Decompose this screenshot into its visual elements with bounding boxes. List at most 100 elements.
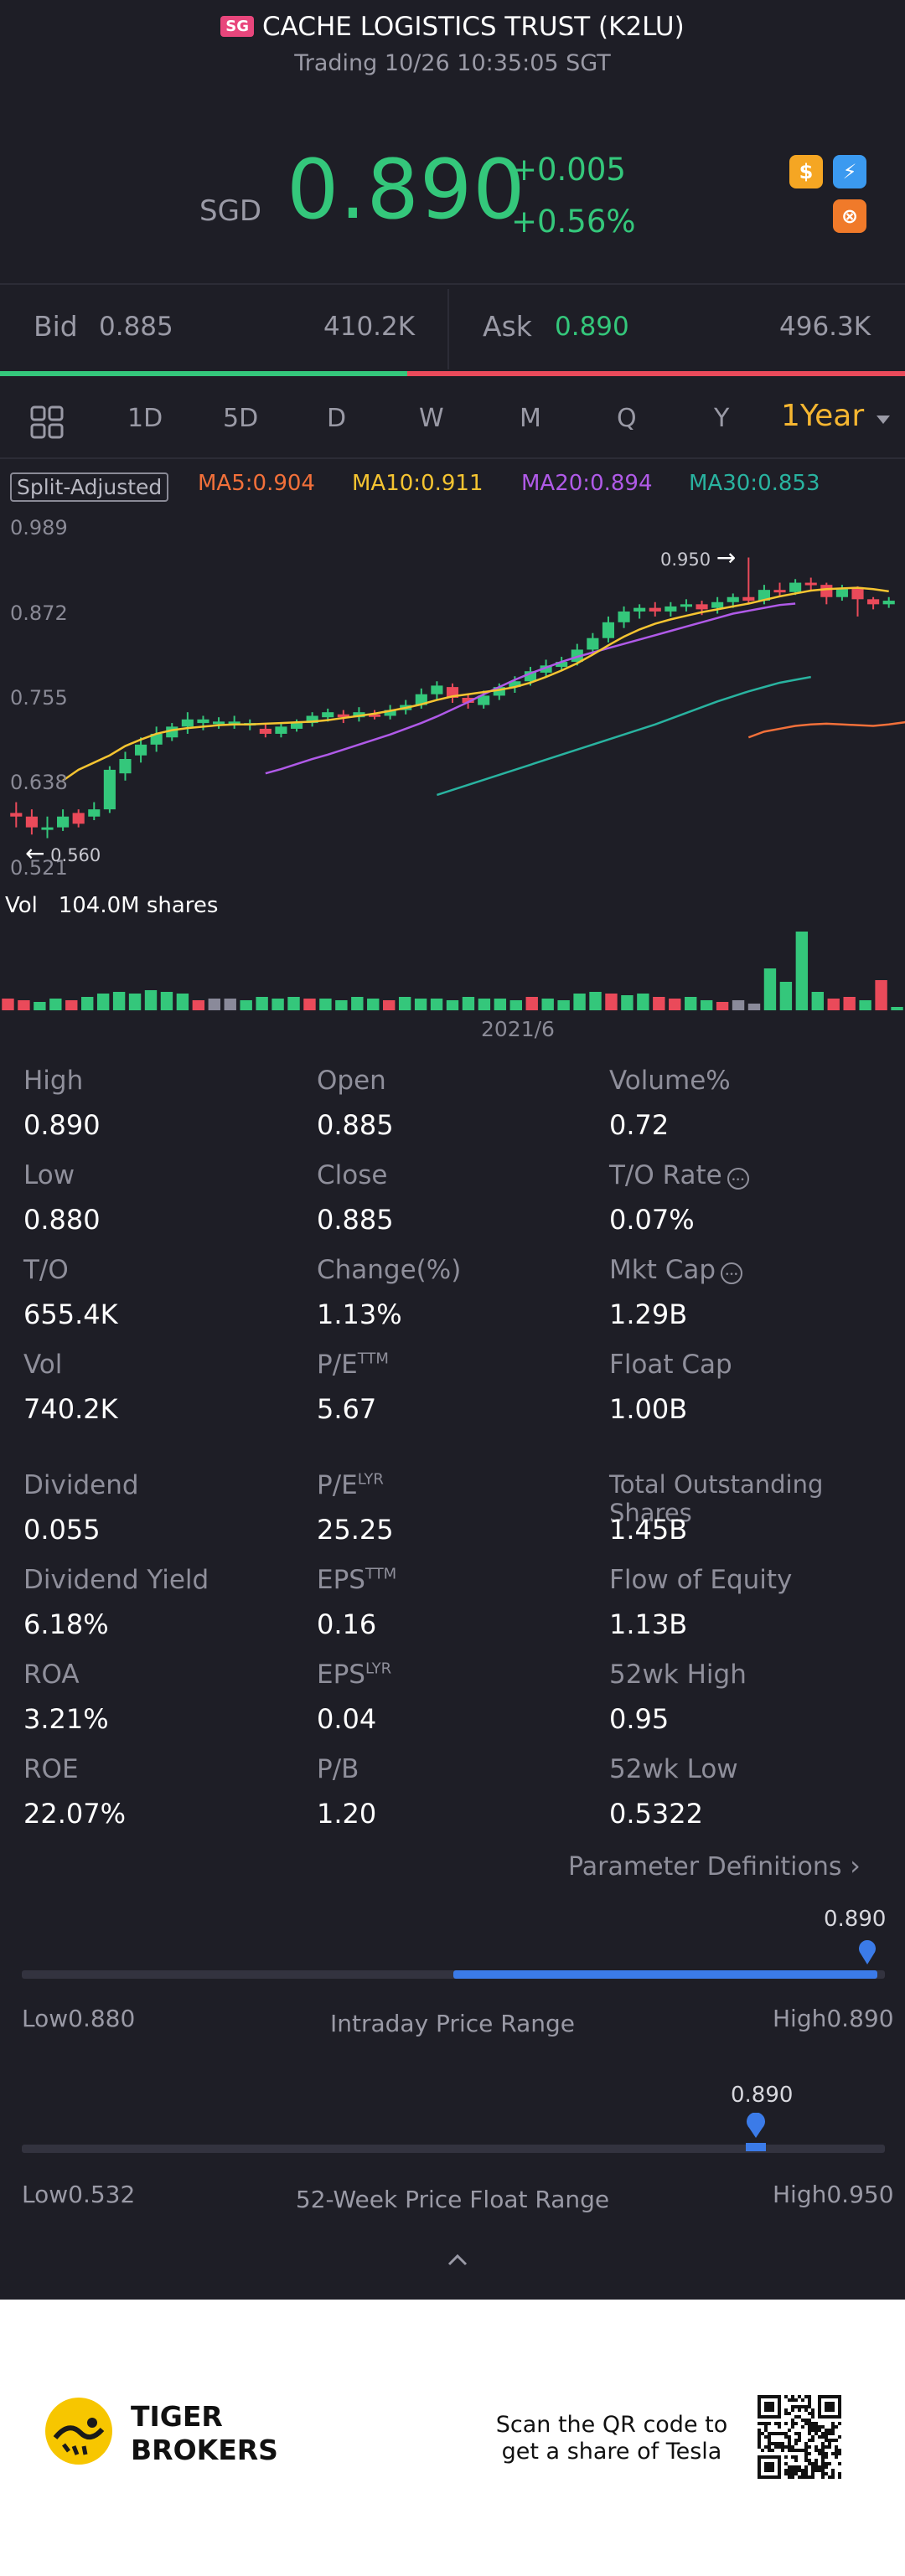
qr-module (821, 2445, 825, 2449)
stat-label[interactable]: Mkt Cap ••• (609, 1255, 743, 1285)
tab-m[interactable]: M (520, 404, 541, 433)
qr-module (798, 2408, 801, 2412)
dollar-icon[interactable]: $ (789, 155, 823, 188)
volume-bar (716, 1002, 729, 1010)
tab-1d[interactable]: 1D (127, 404, 163, 433)
stat-label-text: Vol (23, 1350, 63, 1380)
parameter-definitions-link[interactable]: Parameter Definitions › (568, 1850, 861, 1882)
qr-module (781, 2442, 784, 2445)
qr-module (758, 2432, 761, 2435)
candlestick-chart[interactable] (0, 503, 905, 888)
qr-module (788, 2469, 791, 2472)
tab-d[interactable]: D (327, 404, 347, 433)
stat-value: 1.13% (317, 1298, 402, 1330)
max-marker-value: 0.950 (660, 550, 711, 570)
info-icon[interactable]: ••• (721, 1262, 743, 1284)
qr-module (831, 2432, 835, 2435)
qr-module (808, 2425, 811, 2429)
candle-body (88, 809, 101, 817)
candle-body (135, 744, 147, 756)
qr-code-icon[interactable] (758, 2395, 841, 2479)
volume-bar (827, 999, 840, 1010)
candle-body (680, 604, 693, 607)
qr-module (794, 2472, 798, 2475)
qr-module (798, 2395, 801, 2398)
volume-bar (414, 999, 427, 1010)
stat-value: 0.885 (317, 1204, 394, 1236)
candle-body (804, 582, 817, 586)
info-icon[interactable]: ••• (727, 1168, 749, 1190)
chevron-down-icon[interactable] (877, 416, 890, 424)
price-change: +0.005 +0.56% (511, 144, 636, 248)
qr-module (808, 2462, 811, 2465)
qr-module (821, 2472, 825, 2475)
volume-bar (176, 994, 189, 1010)
chevron-up-icon[interactable] (447, 2253, 468, 2270)
qr-module (794, 2455, 798, 2459)
qr-module (804, 2475, 808, 2479)
chart-layout-icon[interactable] (30, 405, 64, 439)
volume-bar (811, 992, 824, 1010)
stat-value: 25.25 (317, 1514, 394, 1546)
qr-module (774, 2422, 778, 2425)
qr-module (788, 2442, 791, 2445)
volume-bar (2, 999, 14, 1010)
stat-label: Open (317, 1066, 386, 1096)
qr-module (821, 2462, 825, 2465)
qr-module (814, 2465, 818, 2469)
candle-body (57, 816, 70, 828)
stat-value: 5.67 (317, 1393, 377, 1425)
split-adjusted-toggle[interactable]: Split-Adjusted (10, 472, 169, 502)
stat-label-text: ROE (23, 1754, 79, 1784)
candle-body (322, 712, 334, 718)
qr-module (825, 2429, 828, 2432)
qr-module (798, 2435, 801, 2439)
bid-price: 0.885 (99, 312, 173, 342)
stat-value: 655.4K (23, 1298, 118, 1330)
qr-module (804, 2465, 808, 2469)
qr-module (818, 2449, 821, 2452)
qr-module (768, 2445, 771, 2449)
stat-label-superscript: TTM (357, 1350, 389, 1368)
qr-module (811, 2429, 814, 2432)
tab-q[interactable]: Q (617, 404, 637, 433)
qr-module (788, 2439, 791, 2442)
volume-bar (795, 932, 809, 1010)
tab-5d[interactable]: 5D (223, 404, 259, 433)
lightning-icon[interactable]: ⚡ (833, 155, 866, 188)
qr-module (801, 2449, 804, 2452)
qr-module (808, 2445, 811, 2449)
qr-module (784, 2435, 788, 2439)
candle-body (649, 607, 661, 612)
tab-1year[interactable]: 1Year (781, 399, 865, 433)
qr-module (794, 2439, 798, 2442)
volume-bar (621, 995, 634, 1010)
qr-module (825, 2432, 828, 2435)
volume-bar (160, 992, 173, 1010)
qr-module (811, 2469, 814, 2472)
qr-module (794, 2415, 798, 2419)
qr-module (764, 2445, 768, 2449)
ma30-line (437, 675, 811, 797)
link-icon[interactable]: ⊗ (833, 199, 866, 233)
last-price: 0.890 (287, 142, 526, 238)
qr-module (811, 2425, 814, 2429)
intraday-low-label: Low0.880 (22, 2005, 136, 2032)
qr-module (791, 2455, 794, 2459)
stat-label-text: 52wk Low (609, 1754, 738, 1784)
volume-bar (573, 994, 586, 1010)
qr-module (814, 2459, 818, 2462)
volume-bar (303, 999, 316, 1010)
stat-label-text: P/E (317, 1350, 358, 1380)
qr-module (835, 2445, 838, 2449)
tab-y[interactable]: Y (714, 404, 730, 433)
qr-module (791, 2408, 794, 2412)
qr-module (825, 2439, 828, 2442)
qr-module (804, 2445, 808, 2449)
ma5-line (747, 720, 905, 739)
qr-module (831, 2452, 835, 2455)
stat-label[interactable]: T/O Rate ••• (609, 1160, 749, 1190)
qr-module (811, 2465, 814, 2469)
tab-w[interactable]: W (419, 404, 444, 433)
candle-body (618, 611, 630, 622)
